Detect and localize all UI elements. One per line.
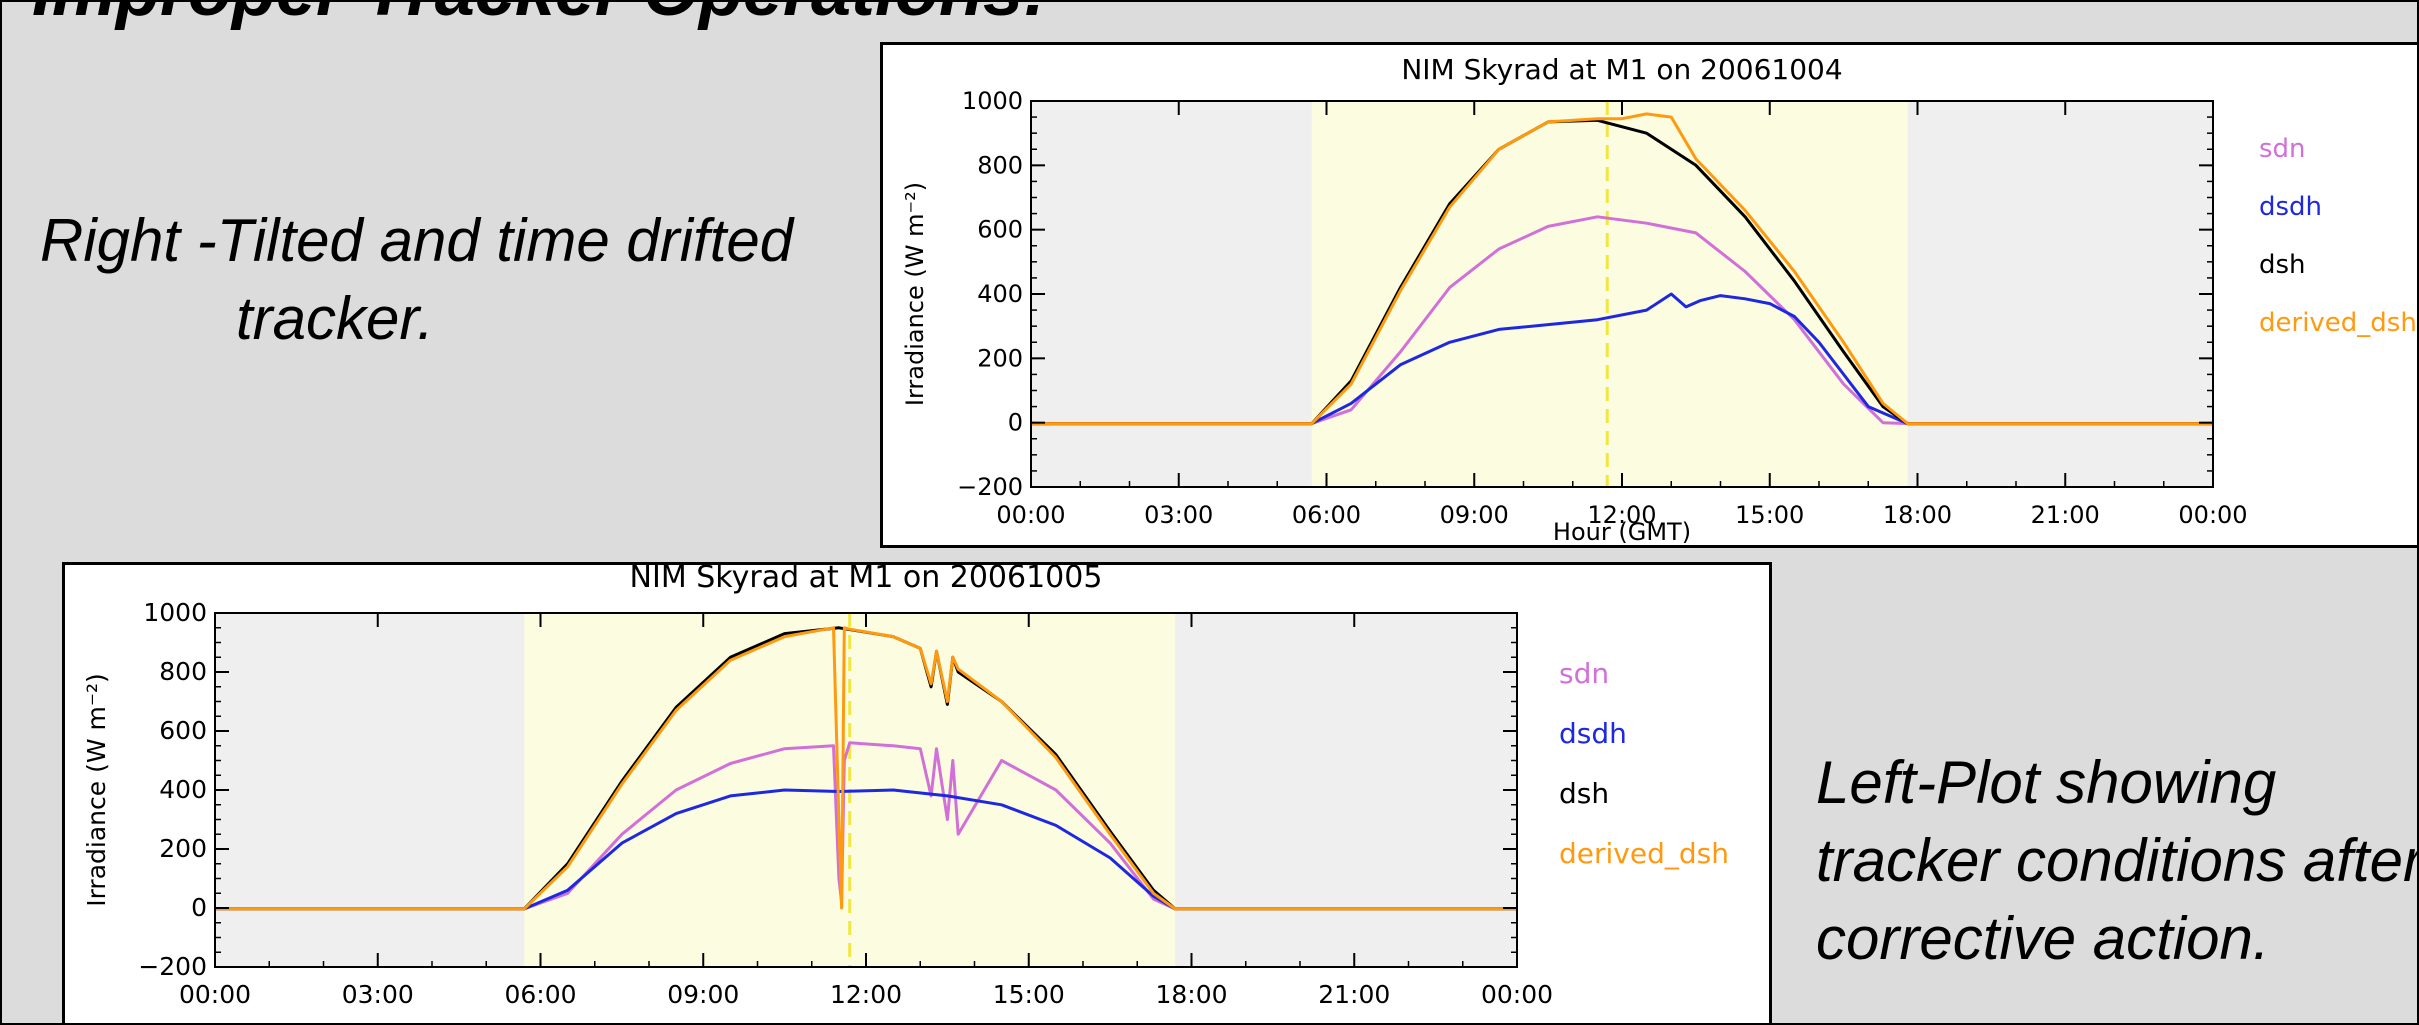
legend-entry-dsh: dsh [1559,777,1609,810]
x-axis-label: Hour (GMT) [1553,518,1691,545]
daylight-band [1311,101,1908,487]
y-tick-label: 1000 [962,87,1023,115]
x-tick-label: 06:00 [504,980,576,1009]
series-line-derived_dsh [1031,112,2213,426]
chart-title: NIM Skyrad at M1 on 20061004 [1401,53,1842,86]
series-line-dsdh [215,788,1517,911]
series-line-sdn [1031,215,2213,426]
legend-entry-sdn: sdn [1559,657,1609,690]
x-tick-label: 00:00 [2178,501,2247,529]
x-tick-label: 18:00 [1883,501,1952,529]
caption-bottom-line-3: corrective action. [1816,905,2270,972]
x-tick-label: 21:00 [1318,980,1390,1009]
x-tick-label: 03:00 [342,980,414,1009]
caption-bottom-line-1: Left-Plot showing [1816,749,2277,816]
caption-top-line-2: tracker. [236,285,434,352]
legend-entry-derived_dsh: derived_dsh [2259,308,2417,338]
y-tick-label: −200 [138,952,207,981]
x-tick-label: 18:00 [1155,980,1227,1009]
x-tick-label: 00:00 [996,501,1065,529]
x-tick-label: 21:00 [2031,501,2100,529]
x-tick-label: 12:00 [1587,501,1656,529]
x-tick-label: 12:00 [830,980,902,1009]
series-line-derived_dsh [215,626,1517,911]
y-tick-label: 800 [977,151,1023,179]
x-tick-label: 00:00 [179,980,251,1009]
y-tick-label: 0 [1008,409,1023,437]
series-line-dsdh [1031,292,2213,426]
x-tick-label: 00:00 [1481,980,1553,1009]
legend-entry-dsh: dsh [2259,250,2306,280]
y-tick-label: 600 [159,716,207,745]
caption-top-chart: Right -Tilted and time drifted tracker. [40,202,860,358]
caption-bottom-line-2: tracker conditions after [1816,827,2419,894]
y-tick-label: 200 [977,344,1023,372]
y-tick-label: 400 [977,280,1023,308]
chart-panel-20061005: 00:00 03:00 06:00 09:00 12:00 15:00 18:00 21:00… [62,562,1772,1025]
legend-entry-sdn: sdn [2259,134,2306,164]
y-tick-label: 200 [159,834,207,863]
x-tick-label: 09:00 [1440,501,1509,529]
x-tick-label: 06:00 [1292,501,1361,529]
y-axis-label: Irradiance (W m⁻²) [82,673,111,907]
legend-entry-dsdh: dsdh [1559,717,1627,750]
chart-20061005: 00:00 03:00 06:00 09:00 12:00 15:00 18:00 21:00… [82,565,1729,1025]
x-tick-label: 03:00 [1144,501,1213,529]
legend-entry-dsdh: dsdh [2259,192,2322,222]
y-tick-label: 400 [159,775,207,804]
chart-20061004: 00:00 03:00 06:00 09:00 12:00 15:00 18:00 21:00… [901,53,2417,545]
chart-panel-20061004: 00:00 03:00 06:00 09:00 12:00 15:00 18:00 21:00… [880,42,2417,548]
legend-entry-derived_dsh: derived_dsh [1559,837,1729,870]
y-tick-label: 1000 [143,598,207,627]
series-line-sdn [215,741,1517,911]
x-tick-label: 15:00 [1735,501,1804,529]
x-tick-label: 09:00 [667,980,739,1009]
y-tick-label: 800 [159,657,207,686]
caption-bottom-chart: Left-Plot showing tracker conditions aft… [1816,744,2419,978]
y-tick-label: 600 [977,216,1023,244]
y-tick-label: 0 [191,893,207,922]
y-tick-label: −200 [957,473,1023,501]
chart-title: NIM Skyrad at M1 on 20061005 [630,565,1103,595]
x-axis-label: Hour (GMT) [794,1022,938,1025]
x-tick-label: 15:00 [993,980,1065,1009]
y-axis-label: Irradiance (W m⁻²) [901,182,929,406]
series-line-dsh [215,626,1517,911]
caption-top-line-1: Right -Tilted and time drifted [40,207,794,274]
slide-title: Improper Tracker Operations: [32,2,1047,32]
